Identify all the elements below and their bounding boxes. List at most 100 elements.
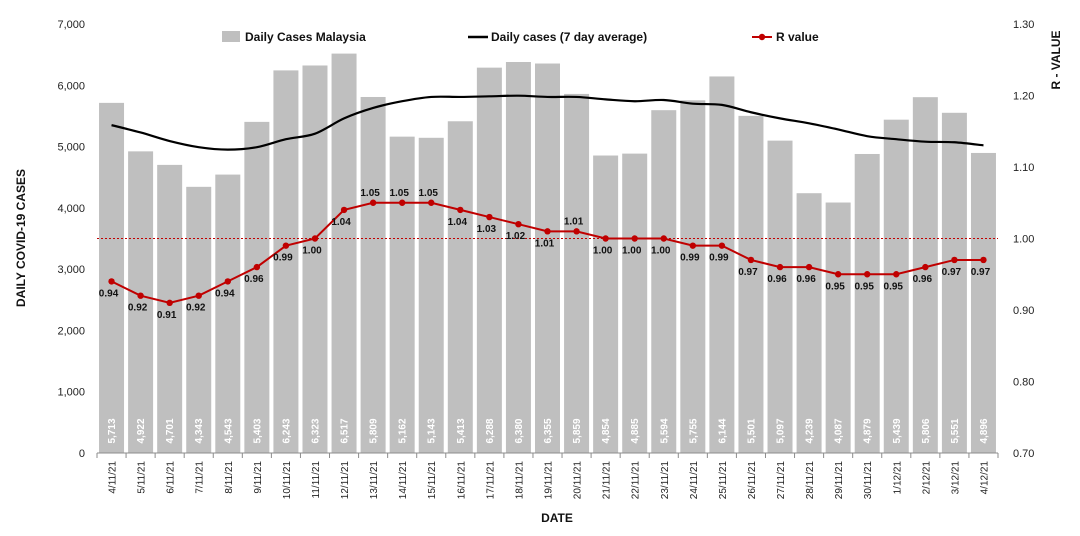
r-value-point — [689, 242, 697, 249]
axes-layer: 0 1,000 2,000 3,000 4,000 5,000 6,000 7,000 0.70… — [57, 19, 1034, 499]
y-tick-label: 1,000 — [57, 387, 85, 399]
r-value-label: 1.05 — [419, 188, 439, 199]
r-value-point — [544, 228, 551, 235]
x-tick-label: 4/11/21 — [108, 461, 119, 494]
x-tick-label: 16/11/21 — [456, 461, 467, 500]
r-value-label: 0.95 — [854, 281, 874, 292]
bar-21/11/21 — [593, 155, 619, 453]
y-axis-title: DAILY COVID-19 CASES — [14, 169, 28, 307]
bar-3/12/21 — [941, 112, 967, 453]
x-tick-label: 19/11/21 — [544, 461, 555, 500]
r-value-point — [108, 278, 115, 285]
r-value-point — [224, 278, 231, 285]
bar-value-label: 4,885 — [630, 418, 641, 443]
bar-value-label: 5,439 — [892, 418, 903, 443]
r-value-point — [805, 263, 813, 271]
r-value-point — [660, 235, 667, 242]
r-value-point — [166, 299, 173, 307]
y-tick-label: 6,000 — [57, 80, 85, 92]
bar-14/11/21 — [389, 136, 415, 454]
x-tick-label: 27/11/21 — [776, 461, 787, 500]
x-tick-label: 26/11/21 — [747, 461, 758, 500]
x-tick-label: 12/11/21 — [340, 461, 351, 500]
r-value-label: 0.94 — [99, 288, 119, 299]
bar-value-label: 6,243 — [281, 418, 292, 443]
x-tick-label: 30/11/21 — [863, 461, 874, 500]
bar-value-label: 5,413 — [456, 418, 467, 443]
bar-6/11/21 — [157, 164, 183, 453]
x-tick-label: 10/11/21 — [282, 461, 293, 500]
bar-value-label: 5,755 — [688, 418, 699, 443]
bar-value-label: 4,854 — [601, 418, 612, 443]
bar-20/11/21 — [564, 93, 590, 453]
r-value-label: 0.99 — [680, 253, 700, 264]
bar-13/11/21 — [360, 96, 386, 454]
r-value-point — [893, 271, 900, 278]
x-tick-label: 6/11/21 — [166, 461, 177, 494]
legend-label-bars: Daily Cases Malaysia — [245, 30, 366, 44]
r-value-point — [776, 263, 784, 271]
x-tick-label: 3/12/21 — [950, 461, 961, 495]
bar-value-label: 6,144 — [717, 418, 728, 443]
x-tick-label: 7/11/21 — [195, 461, 206, 494]
y-tick-label: 4,000 — [57, 203, 85, 215]
r-value-label: 0.92 — [186, 303, 206, 314]
bar-10/11/21 — [273, 70, 299, 454]
r-value-point — [718, 242, 726, 249]
bar-value-label: 5,143 — [427, 418, 438, 443]
r-value-point — [340, 206, 348, 214]
r-value-label: 0.96 — [767, 274, 787, 285]
bar-30/11/21 — [854, 153, 880, 453]
r-value-label: 0.95 — [825, 281, 845, 292]
y2-tick-label: 1.30 — [1013, 19, 1034, 31]
r-value-label: 0.96 — [244, 274, 264, 285]
y-tick-label: 7,000 — [57, 19, 85, 31]
r-value-point — [137, 292, 144, 299]
average-line-layer — [111, 94, 984, 151]
x-tick-label: 1/12/21 — [892, 461, 903, 495]
bar-9/11/21 — [244, 121, 270, 453]
bar-value-label: 4,701 — [165, 418, 176, 443]
r-value-point — [602, 235, 609, 242]
bar-11/11/21 — [302, 65, 328, 454]
r-value-point — [457, 206, 464, 214]
bar-15/11/21 — [418, 137, 444, 454]
r-value-label: 1.01 — [535, 238, 555, 249]
y-tick-label: 3,000 — [57, 264, 85, 276]
bar-value-label: 5,859 — [572, 418, 583, 443]
r-value-label: 1.00 — [651, 246, 671, 257]
r-value-label: 1.00 — [622, 246, 642, 257]
r-value-point — [631, 235, 638, 242]
r-value-label: 0.92 — [128, 303, 148, 314]
r-value-point — [980, 256, 987, 264]
r-value-label: 1.03 — [477, 224, 497, 235]
r-value-point — [428, 199, 435, 206]
x-tick-label: 28/11/21 — [805, 461, 816, 500]
x-tick-label: 9/11/21 — [253, 461, 264, 494]
r-value-point — [864, 271, 871, 278]
bar-1/12/21 — [883, 119, 909, 454]
r-value-label: 1.04 — [448, 217, 468, 228]
r-value-label: 1.02 — [506, 231, 526, 242]
legend: Daily Cases Malaysia Daily cases (7 day a… — [222, 30, 819, 44]
r-value-label: 1.05 — [389, 188, 409, 199]
bar-value-label: 5,551 — [950, 418, 961, 443]
r-value-label: 1.05 — [360, 188, 380, 199]
r-value-label: 0.99 — [273, 253, 293, 264]
bar-value-label: 4,087 — [834, 418, 845, 443]
y2-axis-title: R - VALUE — [1049, 30, 1063, 89]
bar-value-label: 5,097 — [776, 418, 787, 443]
bars-layer: 5,713 4,922 4,701 4,343 4,543 5,403 6,243 6,323… — [99, 53, 996, 454]
x-tick-label: 22/11/21 — [631, 461, 642, 500]
bar-value-label: 5,713 — [107, 418, 118, 443]
r-value-point — [834, 271, 842, 278]
x-tick-label: 18/11/21 — [514, 461, 525, 500]
bar-25/11/21 — [709, 76, 735, 453]
r-value-label: 0.96 — [796, 274, 816, 285]
bar-value-label: 6,517 — [340, 418, 351, 443]
x-tick-label: 23/11/21 — [660, 461, 671, 500]
bar-7/11/21 — [186, 186, 212, 454]
bar-17/11/21 — [476, 67, 502, 453]
y2-tick-label: 0.90 — [1013, 305, 1034, 317]
r-value-point — [253, 263, 261, 271]
